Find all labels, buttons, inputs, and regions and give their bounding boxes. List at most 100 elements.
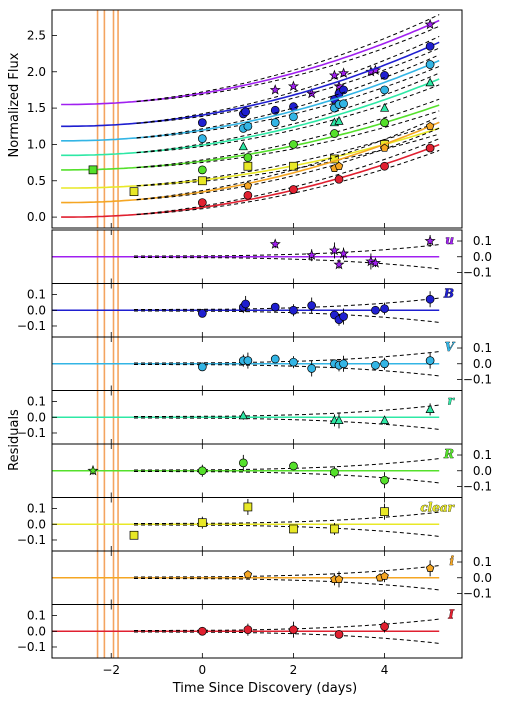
data-point-u	[269, 84, 281, 95]
data-point-u	[333, 80, 345, 92]
residuals-y-axis-label: Residuals	[7, 409, 22, 471]
residual-upper-envelope	[134, 404, 440, 417]
residual-y-tick-label: 0.1	[27, 395, 46, 409]
x-tick-label: −2	[102, 663, 120, 677]
residual-y-tick-label: 0.0	[27, 624, 46, 638]
data-point-V	[289, 112, 298, 122]
residual-point-V	[197, 362, 207, 372]
data-point-I	[197, 198, 207, 207]
flux-y-tick-label: 1.5	[27, 101, 46, 115]
residual-y-tick-label: 0.0	[27, 410, 46, 424]
residual-point-V	[339, 359, 348, 369]
residual-point-B	[197, 309, 207, 318]
residual-lower-envelope	[134, 471, 440, 484]
model-upper-B	[136, 35, 440, 124]
data-point-R	[289, 140, 298, 149]
flux-axes-frame	[51, 9, 463, 229]
data-point-r	[380, 102, 390, 112]
residual-point-R	[197, 466, 207, 476]
residual-upper-envelope	[134, 351, 440, 364]
residual-point-B	[371, 305, 380, 315]
residual-y-tick-label: −0.1	[463, 372, 492, 386]
residual-lower-envelope	[134, 364, 440, 377]
residual-point-V	[289, 357, 298, 367]
residual-panel-B: 0.10.0 −0.1 B	[17, 283, 463, 338]
model-curve-V	[61, 59, 440, 142]
residual-y-tick-label: 0.0	[27, 517, 46, 531]
residual-lower-envelope	[134, 578, 440, 591]
residual-point-clear	[380, 507, 389, 517]
model-curve-u	[61, 19, 440, 106]
residual-point-clear	[330, 524, 339, 534]
residual-point-B	[270, 302, 280, 312]
data-point-R	[380, 118, 389, 127]
data-point-u	[287, 80, 299, 92]
residual-y-tick-label: 0.1	[473, 234, 492, 248]
residual-point-u	[306, 249, 318, 260]
residual-point-R	[87, 464, 99, 476]
residual-y-tick-label: 0.1	[473, 341, 492, 355]
residual-y-tick-label: −0.1	[463, 479, 492, 493]
residual-upper-envelope	[134, 565, 440, 578]
model-lower-I	[136, 149, 440, 215]
residual-point-B	[339, 312, 348, 321]
data-point-clear	[289, 161, 298, 171]
residual-point-u	[328, 244, 340, 256]
residual-point-V	[243, 356, 253, 365]
residual-lower-envelope	[134, 417, 440, 430]
residual-panel-clear: 0.10.0 −0.1 clear	[17, 497, 463, 552]
residual-upper-envelope	[134, 618, 440, 631]
band-label-B: B	[443, 287, 454, 301]
data-point-i	[380, 143, 389, 152]
data-point-I	[380, 161, 389, 171]
residual-y-tick-label: 0.0	[473, 464, 492, 478]
residual-point-r	[334, 415, 344, 424]
band-label-u: u	[445, 233, 454, 247]
band-label-r: r	[448, 394, 456, 408]
data-point-u	[369, 64, 381, 76]
residual-upper-envelope	[134, 511, 440, 524]
data-point-R	[88, 165, 98, 175]
flux-panel: 0.0 0.5 1.0 1.5 2.0 2.5	[27, 9, 463, 229]
model-upper-i	[136, 116, 440, 201]
model-lower-i	[136, 127, 440, 201]
residual-point-clear	[197, 518, 207, 528]
residual-point-B	[425, 294, 435, 304]
data-point-I	[334, 174, 344, 184]
residual-point-I	[380, 622, 389, 631]
model-lower-R	[136, 110, 440, 169]
data-point-r	[238, 141, 248, 151]
residual-y-tick-label: 0.1	[473, 448, 492, 462]
band-label-i: i	[449, 554, 454, 568]
flux-y-axis-label: Normalized Flux	[7, 52, 22, 157]
residual-panel-i: 0.1 0.0−0.1 i	[51, 550, 492, 605]
model-lower-u	[136, 25, 440, 102]
residual-point-i	[334, 574, 344, 583]
residual-point-V	[270, 354, 280, 364]
residual-y-tick-label: 0.0	[473, 357, 492, 371]
data-point-clear	[243, 161, 253, 171]
residual-y-tick-label: 0.1	[473, 555, 492, 569]
residual-lower-envelope	[134, 257, 440, 270]
data-point-i	[243, 181, 253, 190]
data-point-clear	[197, 176, 207, 186]
residual-upper-envelope	[134, 297, 440, 310]
residual-point-I	[289, 625, 298, 635]
residual-point-B	[380, 304, 389, 314]
residual-point-u	[369, 257, 381, 268]
data-point-u	[338, 67, 350, 78]
flux-y-tick-label: 2.5	[27, 28, 46, 42]
band-label-V: V	[445, 340, 456, 354]
x-tick-label: 2	[290, 663, 298, 677]
model-upper-R	[136, 98, 440, 168]
model-upper-V	[136, 54, 440, 139]
band-label-I: I	[447, 608, 454, 622]
model-upper-r	[136, 72, 440, 153]
data-point-I	[425, 143, 435, 153]
model-curve-I	[61, 143, 440, 218]
residual-point-r	[380, 415, 390, 424]
residual-point-clear	[289, 524, 298, 534]
residual-point-R	[330, 467, 339, 477]
residual-point-i	[380, 571, 389, 580]
residual-y-tick-label: 0.0	[473, 571, 492, 585]
